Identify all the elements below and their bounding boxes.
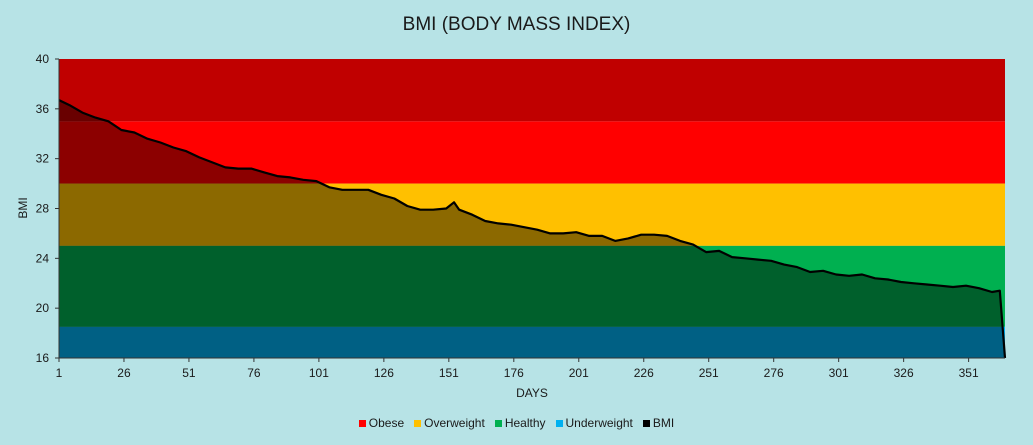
x-tick-label-326: 326 [894, 366, 914, 380]
x-tick-label-1: 1 [56, 366, 63, 380]
x-tick-label-251: 251 [699, 366, 719, 380]
category-bands [59, 59, 1005, 358]
chart-title: BMI (BODY MASS INDEX) [402, 14, 631, 35]
legend-item-bmi: BMI [642, 416, 675, 430]
legend-swatch-overweight [414, 419, 422, 427]
y-tick-label-32: 32 [36, 152, 50, 166]
legend-swatch-bmi [642, 419, 650, 427]
x-axis-ticks: 1 26 51 76 101 126 151 176 201 226 251 276 301 326 351 [56, 358, 979, 380]
y-tick-label-20: 20 [36, 301, 50, 315]
x-tick-label-26: 26 [117, 366, 131, 380]
legend-item-healthy: Healthy [494, 416, 546, 430]
legend-item-overweight: Overweight [414, 416, 485, 430]
x-tick-label-151: 151 [439, 366, 459, 380]
legend-swatch-healthy [494, 419, 502, 427]
legend-label-overweight: Overweight [424, 416, 485, 430]
y-tick-label-28: 28 [36, 202, 50, 216]
x-tick-label-226: 226 [634, 366, 654, 380]
x-tick-label-351: 351 [959, 366, 979, 380]
bmi-series-line [58, 99, 1007, 359]
x-tick-label-51: 51 [182, 366, 196, 380]
y-tick-label-36: 36 [36, 102, 50, 116]
y-axis-label: BMI [16, 197, 30, 218]
x-tick-label-76: 76 [247, 366, 261, 380]
legend-label-underweight: Underweight [565, 416, 633, 430]
y-axis-ticks: 16 20 24 28 32 36 40 [36, 52, 59, 365]
legend-label-obese: Obese [368, 416, 405, 430]
x-tick-label-176: 176 [504, 366, 524, 380]
band-obese-1 [59, 121, 1005, 184]
y-tick-label-16: 16 [36, 351, 50, 365]
band-overweight-2 [59, 183, 1005, 246]
legend-item-underweight: Underweight [555, 416, 633, 430]
x-tick-label-126: 126 [374, 366, 394, 380]
legend-item-obese: Obese [358, 416, 405, 430]
x-tick-label-101: 101 [309, 366, 329, 380]
legend-swatch-underweight [555, 419, 563, 427]
x-tick-label-301: 301 [829, 366, 849, 380]
x-axis-label: DAYS [516, 386, 548, 400]
legend-swatch-obese [358, 419, 366, 427]
bmi-line [58, 99, 1007, 359]
legend-label-healthy: Healthy [504, 416, 546, 430]
band-underweight-4 [59, 326, 1005, 358]
y-tick-label-40: 40 [36, 52, 50, 66]
legend-label-bmi: BMI [652, 416, 675, 430]
band-obese-0 [59, 59, 1005, 122]
y-tick-label-24: 24 [36, 251, 50, 265]
x-tick-label-201: 201 [569, 366, 589, 380]
x-tick-label-276: 276 [764, 366, 784, 380]
chart-legend: Obese Overweight Healthy Underweight BMI [0, 416, 1033, 430]
band-healthy-3 [59, 245, 1005, 327]
